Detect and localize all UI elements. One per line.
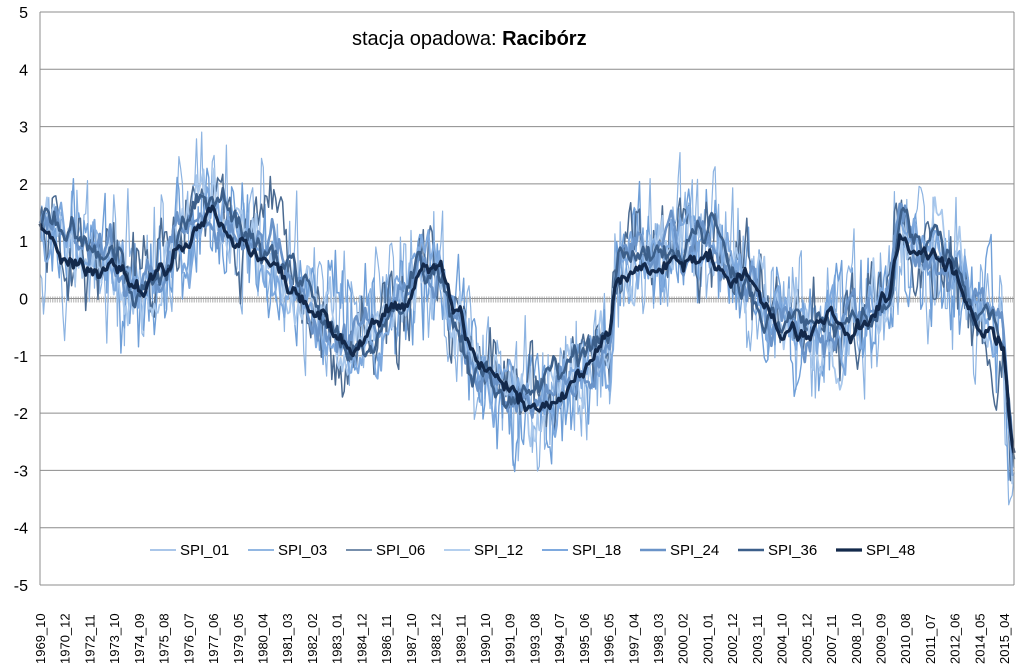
x-tick-labels: 1969_10 1970_12 1972_11 1973_10 1974_09 1975_… — [33, 613, 1012, 664]
x-tick-label: 1998_03 — [651, 613, 666, 664]
x-tick-label: 1969_10 — [33, 613, 48, 664]
x-tick-label: 1990_10 — [478, 613, 493, 664]
x-tick-label: 2014_05 — [972, 613, 987, 664]
x-tick-label: 1993_08 — [527, 613, 542, 664]
legend-label: SPI_18 — [572, 542, 621, 559]
x-tick-label: 1997_04 — [626, 613, 641, 664]
y-tick-label: 3 — [19, 120, 28, 137]
title-prefix: stacja opadowa: — [352, 28, 502, 50]
x-tick-label: 1994_07 — [552, 613, 567, 664]
legend-label: SPI_36 — [768, 542, 817, 559]
series-spi-24 — [38, 202, 1016, 453]
x-tick-label: 1984_12 — [354, 613, 369, 664]
x-tick-label: 2015_04 — [997, 613, 1012, 664]
y-tick-label: -3 — [14, 463, 28, 480]
x-tick-label: 2005_12 — [799, 613, 814, 664]
y-tick-label: 2 — [19, 177, 28, 194]
x-tick-label: 1976_07 — [181, 613, 196, 664]
y-tick-labels: -5 -4 -3 -2 -1 0 1 2 3 4 5 — [14, 5, 28, 595]
x-tick-label: 2009_09 — [874, 613, 889, 664]
series-lines — [38, 131, 1016, 506]
y-tick-label: -5 — [14, 578, 28, 595]
legend-label: SPI_03 — [278, 542, 327, 559]
series-spi-12 — [39, 167, 1015, 485]
x-tick-label: 1973_10 — [107, 613, 122, 664]
series-spi-48 — [38, 204, 1016, 454]
x-tick-label: 1996_05 — [602, 613, 617, 664]
legend-label: SPI_01 — [180, 542, 229, 559]
x-tick-label: 2007_11 — [824, 614, 839, 664]
legend-label: SPI_48 — [866, 542, 915, 559]
x-tick-label: 2002_12 — [725, 613, 740, 664]
x-tick-label: 2001_01 — [700, 613, 715, 664]
x-tick-label: 1981_03 — [280, 613, 295, 664]
x-tick-label: 1989_11 — [453, 614, 468, 664]
x-tick-label: 1980_04 — [255, 613, 270, 664]
x-tick-label: 1977_06 — [206, 613, 221, 664]
x-tick-label: 2008_10 — [849, 613, 864, 664]
x-tick-label: 1987_10 — [404, 613, 419, 664]
x-tick-label: 1982_02 — [305, 613, 320, 664]
x-tick-label: 2003_11 — [750, 614, 765, 664]
y-tick-label: 0 — [19, 292, 28, 309]
legend-label: SPI_24 — [670, 542, 719, 559]
y-tick-label: 1 — [19, 234, 28, 251]
x-tick-label: 2012_06 — [948, 613, 963, 664]
legend-label: SPI_06 — [376, 542, 425, 559]
y-tick-label: 4 — [19, 62, 28, 79]
y-tick-label: -4 — [14, 521, 28, 538]
series-spi-36 — [39, 186, 1016, 460]
y-tick-label: -1 — [14, 349, 28, 366]
y-tick-label: -2 — [14, 406, 28, 423]
legend: SPI_01 SPI_03 SPI_06 SPI_12 SPI_18 SPI_24 SPI_… — [150, 542, 915, 559]
x-tick-label: 1979_05 — [231, 613, 246, 664]
x-tick-label: 2000_02 — [676, 613, 691, 664]
chart-title: stacja opadowa: Racibórz — [352, 28, 587, 50]
x-tick-label: 1986_11 — [379, 614, 394, 664]
axes — [39, 12, 1015, 585]
legend-label: SPI_12 — [474, 542, 523, 559]
y-tick-label: 5 — [19, 5, 28, 22]
x-tick-label: 1995_06 — [577, 613, 592, 664]
x-tick-label: 1975_08 — [157, 613, 172, 664]
x-tick-label: 1988_12 — [429, 613, 444, 664]
title-station: Racibórz — [502, 28, 586, 50]
x-tick-label: 1970_12 — [58, 613, 73, 664]
x-tick-label: 1991_09 — [503, 613, 518, 664]
x-tick-label: 2011_07 — [923, 614, 938, 664]
x-tick-label: 2010_08 — [898, 613, 913, 664]
x-tick-label: 1983_01 — [330, 613, 345, 664]
x-tick-label: 2004_10 — [775, 613, 790, 664]
x-tick-label: 1972_11 — [82, 614, 97, 664]
x-tick-label: 1974_09 — [132, 613, 147, 664]
